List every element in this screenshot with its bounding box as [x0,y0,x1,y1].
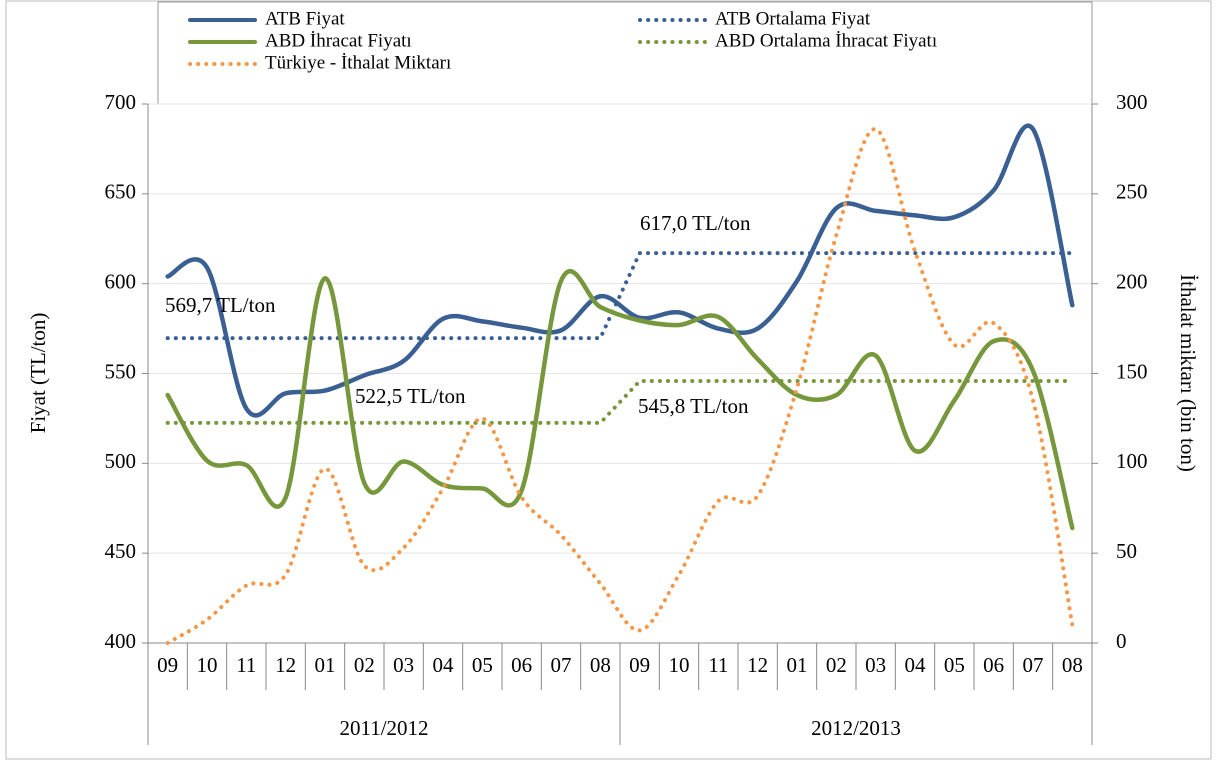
group-label: 2012/2013 [811,716,901,740]
x-tick-label: 09 [157,653,178,677]
legend-label: ABD İhracat Fiyatı [265,30,412,51]
x-tick-label: 05 [472,653,493,677]
x-tick-label: 02 [826,653,847,677]
y2-tick-label: 300 [1116,90,1148,114]
y2-tick-label: 50 [1116,539,1137,563]
y-tick-label: 400 [105,629,137,653]
series-line [165,251,1075,341]
x-tick-label: 01 [315,653,336,677]
series-line [165,123,1075,418]
x-tick-label: 09 [629,653,650,677]
y-tick-label: 600 [105,269,137,293]
series-line [165,379,1075,425]
y-tick-label: 500 [105,449,137,473]
y2-tick-label: 100 [1116,449,1148,473]
x-tick-label: 06 [983,653,1004,677]
x-tick-label: 05 [944,653,965,677]
y2-axis-label: İthalat miktarı (bin ton) [1176,274,1200,472]
x-tick-label: 03 [865,653,886,677]
x-tick-label: 11 [236,653,256,677]
y-tick-label: 450 [105,539,137,563]
y2-tick-label: 250 [1116,180,1148,204]
series-line [165,269,1075,531]
y2-tick-label: 200 [1116,269,1148,293]
y-tick-label: 650 [105,180,137,204]
y2-tick-label: 0 [1116,629,1127,653]
annotation: 617,0 TL/ton [640,211,751,235]
chart-frame [5,0,1212,760]
legend-label: Türkiye - İthalat Miktarı [265,52,451,73]
x-tick-label: 02 [354,653,375,677]
x-tick-label: 11 [708,653,728,677]
x-tick-label: 06 [511,653,532,677]
group-label: 2011/2012 [339,716,428,740]
x-tick-label: 03 [393,653,414,677]
x-tick-label: 04 [433,653,455,677]
legend-label: ATB Ortalama Fiyat [715,8,871,29]
annotation: 545,8 TL/ton [638,394,749,418]
x-tick-label: 08 [1062,653,1083,677]
x-tick-label: 04 [905,653,927,677]
x-tick-label: 01 [787,653,808,677]
y-tick-label: 550 [105,359,137,383]
annotation: 569,7 TL/ton [165,293,276,317]
legend-label: ABD Ortalama İhracat Fiyatı [715,30,937,51]
x-tick-label: 07 [551,653,572,677]
x-tick-label: 10 [669,653,690,677]
x-tick-label: 07 [1023,653,1044,677]
annotation: 522,5 TL/ton [355,384,466,408]
legend-label: ATB Fiyat [265,8,345,29]
x-tick-label: 10 [197,653,218,677]
x-tick-label: 08 [590,653,611,677]
y-axis-label: Fiyat (TL/ton) [26,313,50,434]
legend-box [157,1,1093,105]
y2-tick-label: 150 [1116,359,1148,383]
series-line [165,127,1075,645]
y-tick-label: 700 [105,90,137,114]
x-tick-label: 12 [275,653,296,677]
x-tick-label: 12 [747,653,768,677]
